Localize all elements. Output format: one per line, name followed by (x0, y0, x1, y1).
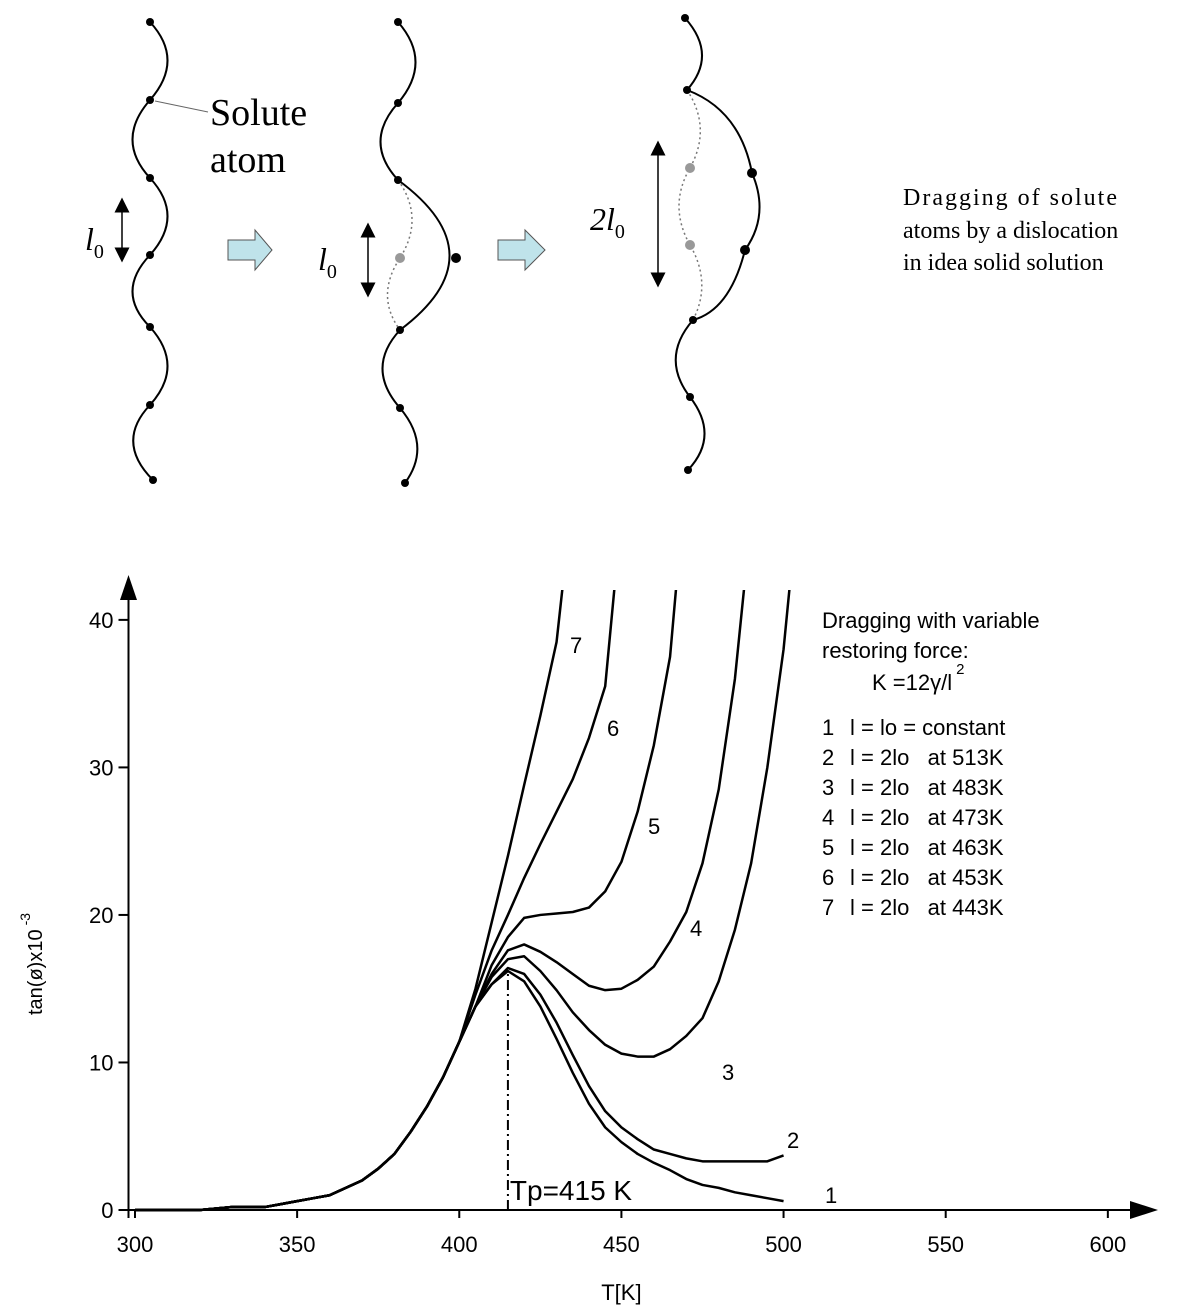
y-axis-title: tan(ø)x10 -3 (17, 913, 47, 1015)
legend-number: 6 (822, 865, 834, 890)
y-axis-title-exp: -3 (17, 913, 33, 926)
length-label-sub: 0 (327, 261, 337, 283)
data-line (134, 969, 784, 1212)
x-tick-label: 450 (603, 1232, 640, 1257)
y-tick-label: 0 (101, 1198, 113, 1223)
legend-entry: l = lo = constant (850, 715, 1005, 740)
step-arrow (497, 228, 546, 272)
old-atom (685, 163, 695, 173)
x-tick-label: 300 (117, 1232, 154, 1257)
length-label-sub: 0 (94, 241, 104, 263)
y-tick-label: 30 (89, 755, 113, 780)
curve-label: 7 (570, 633, 582, 658)
y-tick-label: 10 (89, 1050, 113, 1075)
old-line (386, 179, 413, 331)
x-tick-label: 350 (279, 1232, 316, 1257)
data-line (134, 590, 678, 1212)
length-label-base: l (318, 241, 327, 277)
plot-area (134, 590, 791, 1212)
x-tick-label: 550 (927, 1232, 964, 1257)
old-atom (395, 253, 405, 263)
legend-formula: K =12γ/l2 (872, 661, 964, 695)
solute-atoms (146, 18, 157, 484)
peak-label: Tp=415 K (510, 1175, 633, 1206)
length-label-base: 2l (590, 201, 615, 237)
old-atom (685, 240, 695, 250)
pointer-line (154, 100, 209, 113)
legend-entry: l = 2lo at 443K (850, 895, 1004, 920)
x-axis-arrow (1130, 1201, 1158, 1219)
legend-number: 7 (822, 895, 834, 920)
legend-number: 4 (822, 805, 834, 830)
legend-number: 3 (822, 775, 834, 800)
length-label: l0 (318, 241, 337, 283)
data-line (134, 966, 784, 1212)
data-line (134, 590, 564, 1212)
solute-atoms (394, 18, 461, 487)
y-axis-arrow (120, 575, 137, 600)
legend-formula-sup: 2 (956, 661, 964, 678)
curve-label: 1 (825, 1183, 837, 1208)
y-tick-label: 20 (89, 903, 113, 928)
curve-label: 2 (787, 1128, 799, 1153)
curve-label: 5 (648, 814, 660, 839)
curve-label: 3 (722, 1060, 734, 1085)
caption: atoms by a dislocation (903, 218, 1118, 244)
dislocation-line (379, 21, 451, 484)
diagram: Solute atom l0 l0 2l0 Dragging of solute… (85, 14, 1119, 487)
caption: Dragging of solute (903, 185, 1119, 211)
solute-atoms (681, 14, 757, 474)
length-label: 2l0 (590, 201, 625, 243)
x-tick-label: 600 (1089, 1232, 1126, 1257)
legend-number: 1 (822, 715, 834, 740)
old-line (678, 89, 703, 321)
data-line (134, 590, 746, 1212)
curve-label: 4 (690, 916, 702, 941)
legend-number: 2 (822, 745, 834, 770)
step-arrow (227, 228, 273, 272)
legend-formula-text: K =12γ/l (872, 670, 952, 695)
length-label-base: l (85, 221, 94, 257)
y-axis-title-text: tan(ø)x10 (25, 929, 47, 1015)
x-axis-title: T[K] (601, 1280, 641, 1305)
length-label-sub: 0 (615, 221, 625, 243)
legend-title: Dragging with variable (822, 608, 1040, 633)
legend-entry: l = 2lo at 453K (850, 865, 1004, 890)
legend-entry: l = 2lo at 513K (850, 745, 1004, 770)
solute-label: Solute (210, 92, 307, 134)
data-line (134, 590, 616, 1212)
x-tick-label: 400 (441, 1232, 478, 1257)
y-tick-label: 40 (89, 608, 113, 633)
x-tick-label: 500 (765, 1232, 802, 1257)
legend-entry: l = 2lo at 473K (850, 805, 1004, 830)
legend-title: restoring force: (822, 638, 969, 663)
chart: 300 350 400 450 500 550 600 0 10 20 30 40 T[K] tan(ø)… (17, 575, 1158, 1305)
caption: in idea solid solution (903, 250, 1104, 276)
legend-entry: l = 2lo at 463K (850, 835, 1004, 860)
curve-label: 6 (607, 716, 619, 741)
solute-label: atom (210, 139, 286, 181)
length-label: l0 (85, 221, 104, 263)
legend-number: 5 (822, 835, 834, 860)
legend-entry: l = 2lo at 483K (850, 775, 1004, 800)
